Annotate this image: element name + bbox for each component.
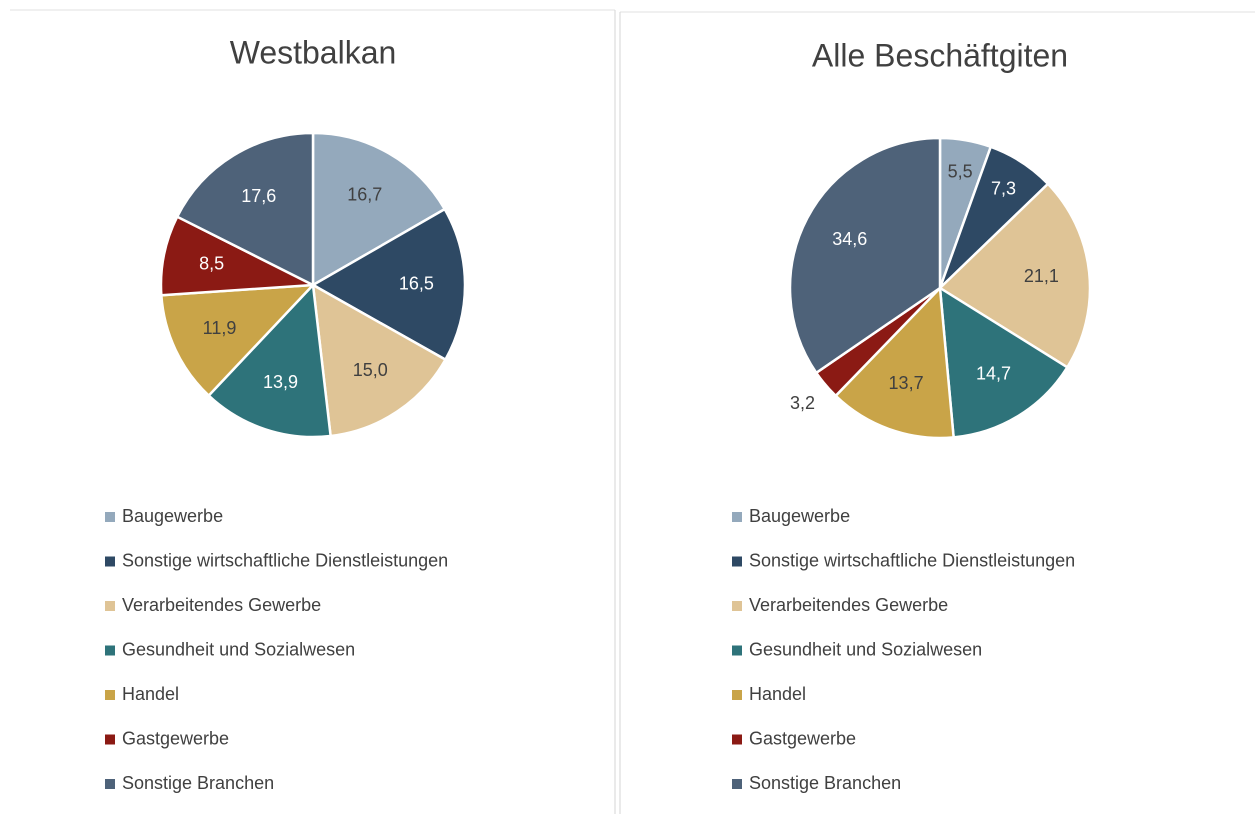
legend-label: Gastgewerbe bbox=[749, 728, 856, 748]
data-label: 8,5 bbox=[199, 253, 224, 273]
legend-swatch bbox=[105, 734, 115, 745]
legend-label: Gesundheit und Sozialwesen bbox=[122, 639, 355, 659]
pie-slice bbox=[310, 207, 467, 362]
pie-slice bbox=[311, 282, 448, 438]
legend-label: Handel bbox=[122, 684, 179, 704]
data-label: 17,6 bbox=[241, 186, 276, 206]
legend-label: Handel bbox=[749, 684, 806, 704]
legend-swatch bbox=[732, 779, 742, 789]
legend-swatch bbox=[105, 601, 115, 611]
legend-label: Gesundheit und Sozialwesen bbox=[749, 639, 982, 659]
data-label: 5,5 bbox=[948, 161, 973, 181]
legend-swatch bbox=[732, 601, 742, 611]
legend-swatch bbox=[105, 779, 115, 789]
legend-swatch bbox=[105, 690, 115, 700]
pie-slice bbox=[160, 283, 317, 398]
pie-slice bbox=[833, 285, 955, 440]
legend-label: Baugewerbe bbox=[122, 506, 223, 526]
data-label: 13,9 bbox=[263, 372, 298, 392]
pie-slice bbox=[938, 285, 1070, 439]
data-label: 15,0 bbox=[353, 360, 388, 380]
legend-swatch bbox=[105, 512, 115, 522]
pie-slice bbox=[175, 131, 315, 288]
chart-title: Westbalkan bbox=[230, 34, 397, 70]
data-label: 34,6 bbox=[832, 229, 867, 249]
legend-swatch bbox=[732, 690, 742, 700]
chart-title: Alle Beschäftgiten bbox=[812, 37, 1068, 73]
legend-label: Sonstige wirtschaftliche Dienstleistunge… bbox=[122, 550, 448, 570]
data-label: 13,7 bbox=[889, 373, 924, 393]
pie-slice bbox=[788, 136, 942, 375]
data-label: 3,2 bbox=[790, 393, 815, 413]
data-label: 16,5 bbox=[399, 273, 434, 293]
legend-label: Sonstige wirtschaftliche Dienstleistunge… bbox=[749, 550, 1075, 570]
legend-label: Sonstige Branchen bbox=[749, 773, 901, 793]
legend-label: Baugewerbe bbox=[749, 506, 850, 526]
legend-swatch bbox=[732, 734, 742, 745]
legend-label: Verarbeitendes Gewerbe bbox=[749, 595, 948, 615]
legend-swatch bbox=[732, 645, 742, 656]
pie-slice bbox=[311, 131, 447, 288]
legend-label: Verarbeitendes Gewerbe bbox=[122, 595, 321, 615]
pie-slice bbox=[937, 182, 1092, 370]
pie-slice bbox=[206, 282, 332, 439]
legend-swatch bbox=[732, 556, 742, 567]
data-label: 21,1 bbox=[1024, 266, 1059, 286]
data-label: 11,9 bbox=[203, 318, 237, 338]
legend-swatch bbox=[732, 512, 742, 522]
legend-swatch bbox=[105, 556, 115, 567]
legend-label: Gastgewerbe bbox=[122, 728, 229, 748]
legend-label: Sonstige Branchen bbox=[122, 773, 274, 793]
legend-swatch bbox=[105, 645, 115, 656]
data-label: 14,7 bbox=[976, 364, 1011, 384]
data-label: 7,3 bbox=[991, 179, 1016, 199]
data-label: 16,7 bbox=[347, 184, 382, 204]
